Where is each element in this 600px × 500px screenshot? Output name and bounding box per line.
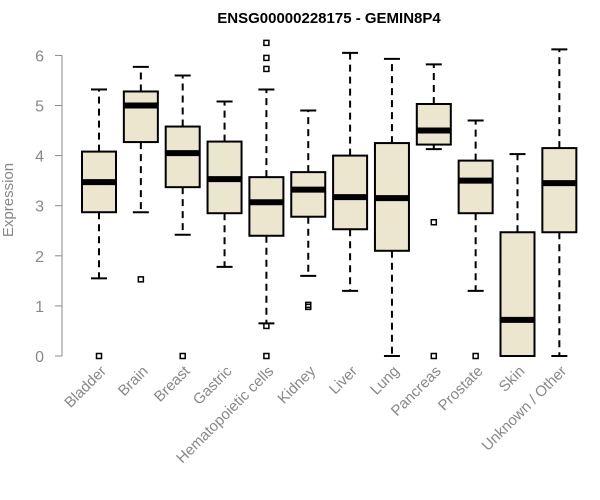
box-hematopoietic-cells	[248, 39, 285, 360]
outlier-point	[179, 352, 186, 360]
outlier-point	[430, 218, 438, 226]
x-category-label: Liver	[326, 363, 361, 398]
box-gastric	[206, 100, 243, 268]
box-kidney	[290, 109, 327, 311]
box-bladder	[81, 88, 117, 360]
box-skin	[499, 153, 536, 358]
box-breast	[164, 74, 201, 360]
y-tick-label: 1	[35, 299, 44, 316]
y-axis: 0 1 2 3 4 5 6	[35, 48, 63, 366]
x-category-label: Kidney	[275, 362, 320, 407]
iqr-box	[332, 154, 369, 231]
x-category-label: Breast	[151, 362, 194, 405]
outlier-point	[472, 352, 479, 360]
y-axis-label: Expression	[0, 163, 17, 237]
chart-title: ENSG00000228175 - GEMIN8P4	[217, 10, 441, 27]
iqr-box	[499, 231, 536, 358]
box-liver	[332, 51, 369, 292]
y-tick-label: 2	[35, 249, 44, 266]
outlier-point	[263, 54, 270, 62]
x-category-label: Brain	[115, 363, 152, 400]
x-category-label: Lung	[367, 363, 403, 399]
box-lung	[373, 57, 410, 357]
plot-area	[81, 39, 578, 360]
outlier-point	[263, 65, 270, 73]
iqr-box	[164, 125, 201, 189]
y-tick-label: 4	[35, 149, 44, 166]
iqr-box	[541, 147, 578, 234]
y-tick-label: 3	[35, 199, 44, 216]
outlier-point	[137, 276, 145, 283]
y-tick-label: 5	[35, 99, 44, 116]
outlier-point	[95, 352, 103, 360]
iqr-box	[415, 102, 452, 146]
box-unknown-other	[541, 48, 578, 357]
x-category-label: Bladder	[61, 363, 110, 412]
outlier-point	[263, 352, 270, 360]
iqr-box	[457, 159, 494, 215]
outlier-point	[263, 322, 270, 330]
box-prostate	[457, 119, 494, 360]
y-tick-label: 0	[35, 349, 44, 366]
iqr-box	[290, 171, 327, 218]
y-tick-label: 6	[35, 48, 44, 65]
box-pancreas	[415, 63, 452, 360]
x-category-label: Prostate	[435, 363, 487, 415]
outlier-point	[305, 301, 312, 309]
x-category-label: Skin	[496, 363, 529, 396]
outlier-point	[263, 39, 270, 47]
iqr-box	[122, 90, 159, 144]
outlier-point	[430, 352, 438, 360]
box-brain	[122, 65, 159, 283]
iqr-box	[248, 176, 285, 237]
